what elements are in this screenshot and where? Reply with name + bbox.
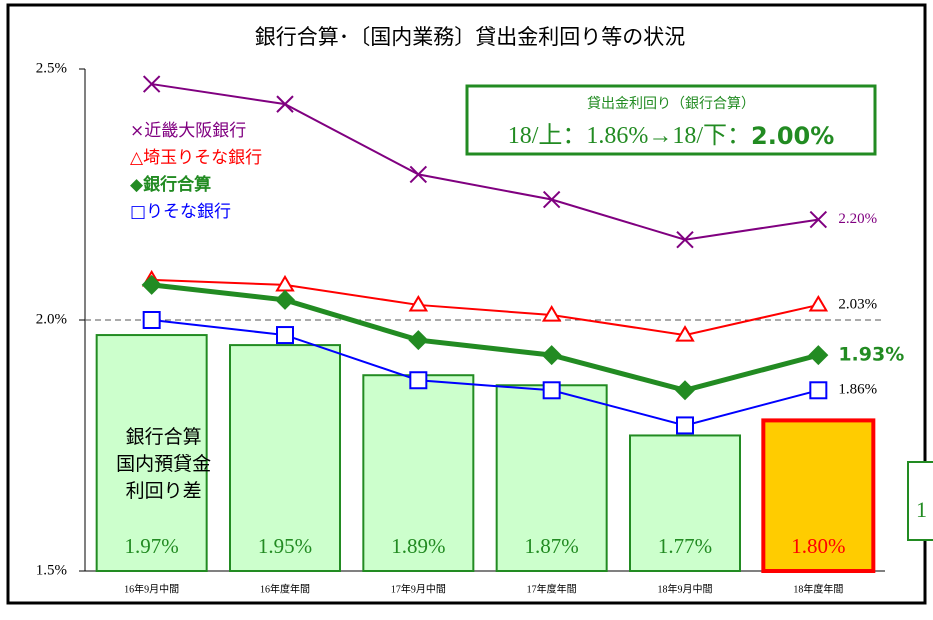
- info-box: [465, 84, 877, 156]
- x-tick-label: 18年9月中間: [658, 582, 713, 595]
- bar-series-label: 銀行合算国内預貸金利回り差: [116, 426, 211, 502]
- x-tick-label: 17年度年間: [527, 582, 577, 595]
- marker: [276, 95, 294, 113]
- marker: [808, 345, 829, 366]
- legend-label: ×近畿大阪銀行: [130, 121, 246, 141]
- marker: [809, 381, 828, 400]
- legend-label: △埼玉りそな銀行: [130, 148, 262, 168]
- marker: [275, 289, 295, 310]
- bar: [229, 344, 341, 572]
- marker: [809, 210, 828, 229]
- x-tick-label: 16年9月中間: [124, 582, 179, 595]
- marker: [542, 190, 561, 209]
- series-line: [151, 282, 819, 393]
- bar: [362, 374, 475, 572]
- x-tick-label: 17年9月中間: [391, 582, 446, 595]
- marker: [141, 274, 162, 295]
- series-line: [151, 83, 819, 241]
- marker: [142, 75, 161, 93]
- marker: [542, 381, 561, 400]
- x-tick-label: 16年度年間: [260, 582, 310, 595]
- marker: [676, 230, 694, 249]
- bar: [495, 384, 608, 573]
- x-tick-label: 18年度年間: [793, 582, 843, 595]
- end-value-label: 2.20%: [838, 211, 877, 227]
- bar: [761, 418, 876, 573]
- info-from: 18/上：1.86%→18/下：: [508, 122, 751, 149]
- end-value-label: 2.03%: [838, 296, 877, 312]
- marker: [675, 380, 695, 401]
- info-to: 2.00%: [751, 122, 834, 150]
- y-tick-label: 2.5%: [36, 60, 67, 76]
- marker: [276, 326, 294, 345]
- bar-value-label: 1.95%: [258, 534, 312, 558]
- bar: [95, 334, 208, 572]
- marker: [675, 325, 695, 342]
- marker: [409, 165, 428, 184]
- bar-series-label-line: 国内預貸金: [116, 453, 211, 475]
- bar-value-label: 1.77%: [658, 534, 712, 558]
- chart-title: 銀行合算･〔国内業務〕貸出金利回り等の状況: [255, 25, 686, 49]
- info-title: 貸出金利回り（銀行合算）: [587, 96, 755, 112]
- bar-value-label: 1.89%: [391, 534, 445, 558]
- info-text: 18/上：1.86%→18/下：2.00%: [508, 122, 835, 151]
- bar-value-label: 1.87%: [525, 534, 579, 558]
- marker: [408, 294, 429, 312]
- clipped-label: 1: [916, 497, 927, 522]
- marker: [408, 330, 429, 351]
- y-tick-label: 1.5%: [36, 562, 67, 578]
- end-value-label: 1.86%: [838, 382, 877, 398]
- marker: [142, 311, 161, 329]
- marker: [409, 371, 428, 390]
- marker: [541, 305, 562, 322]
- bar-series-label-line: 利回り差: [126, 480, 202, 502]
- bar-series-label-line: 銀行合算: [126, 426, 202, 448]
- series-line: [151, 319, 819, 427]
- end-value-label: 1.93%: [838, 344, 904, 366]
- marker: [541, 345, 562, 366]
- y-tick-label: 2.0%: [36, 311, 67, 327]
- clipped-box: [907, 461, 933, 541]
- legend-label: □りそな銀行: [130, 202, 231, 222]
- bar-value-label: 1.97%: [125, 534, 179, 558]
- marker: [808, 294, 829, 312]
- marker: [676, 416, 694, 435]
- bar: [629, 434, 741, 572]
- bar-value-label: 1.80%: [791, 534, 845, 558]
- legend-label: ◆銀行合算: [130, 174, 211, 195]
- series-line: [151, 278, 819, 337]
